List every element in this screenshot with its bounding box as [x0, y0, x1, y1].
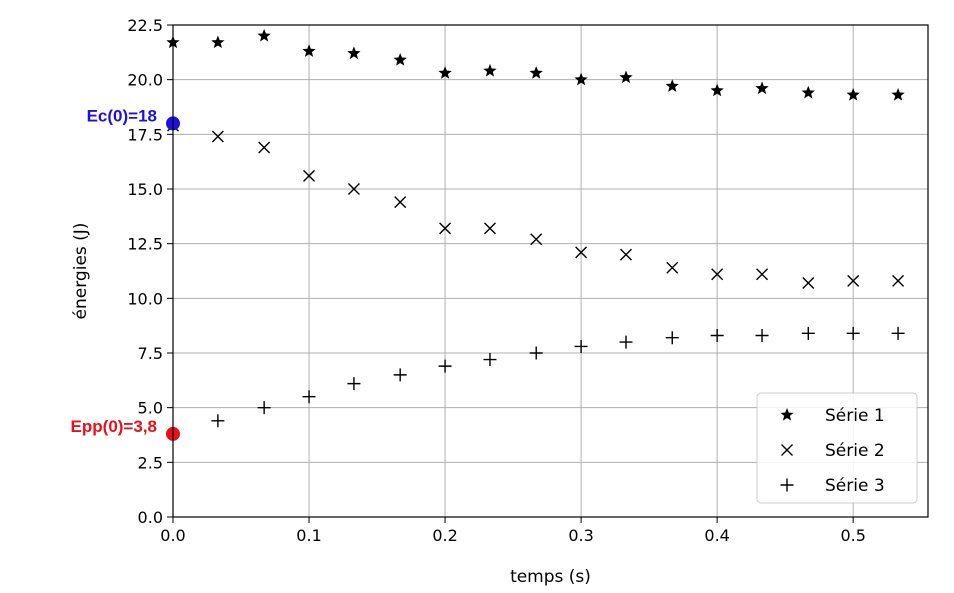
series-3-point [665, 331, 679, 345]
y-tick-label: 10.0 [127, 289, 163, 308]
series-1-point [710, 83, 724, 97]
series-2-point [575, 246, 588, 259]
series-3-point [211, 414, 225, 428]
x-tick-label: 0.3 [568, 526, 593, 545]
series-2-point [483, 222, 496, 235]
series-2-point [439, 222, 452, 235]
y-tick-label: 2.5 [138, 453, 163, 472]
x-tick-label: 0.0 [160, 526, 185, 545]
series-2-point [530, 233, 543, 246]
x-tick-label: 0.1 [296, 526, 321, 545]
annotation-label: Ec(0)=18 [87, 106, 157, 125]
legend-marker [780, 408, 794, 421]
series-3-point [529, 346, 543, 360]
series-2-point [347, 183, 360, 195]
plot-frame [172, 24, 929, 518]
y-tick-label: 15.0 [127, 180, 163, 199]
series-1-point [438, 66, 452, 79]
series-1-point [891, 87, 905, 101]
series-1-point [257, 28, 271, 42]
x-tick-label: 0.5 [840, 526, 865, 545]
series-3-point [483, 353, 497, 367]
axis-ticks: 0.0 0.1 0.2 0.3 0.4 0.5 0.0 2.5 5.0 7.5 10.0 12.5 15… [127, 16, 866, 545]
legend-label: Série 3 [825, 476, 885, 496]
series-1-point [393, 52, 407, 66]
series-2-point [620, 248, 632, 261]
legend: Série 1 Série 2 Série 3 [756, 392, 918, 504]
y-tick-label: 17.5 [127, 125, 163, 144]
series-1-point [529, 66, 543, 79]
series-3-point [257, 401, 271, 415]
series-2-point [756, 268, 769, 281]
series-1-point [211, 35, 225, 49]
series-3-point [891, 326, 905, 340]
data-points [166, 28, 905, 441]
series-3-point [302, 390, 316, 404]
series-3-point [438, 359, 452, 373]
series-1-point [755, 81, 769, 95]
series-1-point [801, 85, 815, 99]
y-axis-label: énergies (J) [71, 223, 91, 320]
y-tick-label: 5.0 [138, 399, 163, 418]
y-tick-label: 22.5 [127, 16, 163, 35]
legend-marker [781, 444, 793, 456]
y-tick-label: 0.0 [138, 508, 163, 527]
annotation-label: Epp(0)=3,8 [71, 417, 157, 436]
legend-marker [780, 478, 794, 492]
series-1-point [665, 79, 679, 92]
y-tick-label: 7.5 [138, 344, 163, 363]
series-3-point [393, 368, 407, 382]
series-2 [167, 119, 905, 290]
y-tick-label: 12.5 [127, 235, 163, 254]
annotations: Ec(0)=18 Epp(0)=3,8 [71, 106, 180, 441]
legend-box [756, 392, 918, 504]
series-2-point [303, 169, 316, 182]
series-3-point [619, 335, 633, 349]
x-axis-label: temps (s) [510, 567, 591, 587]
legend-label: Série 2 [825, 441, 885, 461]
series-1-point [619, 70, 633, 84]
series-2-point [711, 268, 724, 281]
series-2-point [666, 261, 679, 274]
series-1-point [347, 46, 361, 60]
series-2-point [847, 274, 860, 287]
series-3-point [710, 329, 724, 343]
series-1-point [483, 63, 497, 77]
series-2-point [802, 277, 815, 290]
series-3-point [755, 329, 769, 343]
series-3-point [347, 377, 361, 391]
y-tick-label: 20.0 [127, 71, 163, 90]
series-3-point [801, 326, 815, 340]
series-1 [166, 28, 905, 101]
series-2-point [394, 196, 407, 209]
series-2-point [892, 274, 905, 287]
x-tick-label: 0.2 [432, 526, 457, 545]
series-1-point [846, 87, 860, 101]
legend-label: Série 1 [825, 406, 885, 426]
series-3 [166, 326, 905, 441]
series-3-point [846, 326, 860, 340]
series-2-point [258, 141, 271, 154]
series-2-point [211, 130, 224, 143]
grid [172, 24, 928, 518]
series-1-point [574, 72, 588, 86]
series-3-point [574, 339, 588, 353]
series-1-point [302, 44, 316, 57]
x-tick-label: 0.4 [704, 526, 729, 545]
